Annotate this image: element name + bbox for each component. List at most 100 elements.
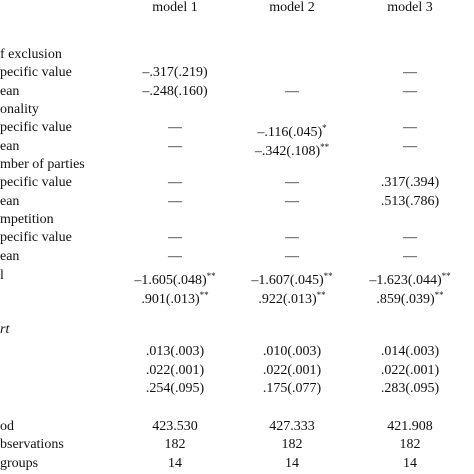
- cell: —: [168, 193, 182, 211]
- cell: —: [403, 138, 417, 156]
- row-label: bservations: [0, 437, 64, 452]
- cell-value: –.248(.160): [142, 84, 208, 99]
- cell: 14: [403, 455, 417, 473]
- significance: **: [441, 271, 451, 281]
- cell: 427.333: [269, 418, 315, 436]
- row-label: ean: [0, 84, 20, 99]
- row-label: groups: [0, 456, 39, 471]
- cell: 14: [285, 455, 299, 473]
- cell-value: .859(.039): [376, 292, 435, 307]
- cell-value: –1.605(.048): [134, 273, 207, 288]
- cell: .254(.095): [146, 380, 204, 398]
- cell-value: –.116(.045): [257, 125, 323, 140]
- cell-value: —: [168, 120, 182, 135]
- cell-value: —: [403, 230, 417, 245]
- row-label: pecific value: [0, 230, 72, 245]
- cell-value: .013(.003): [145, 344, 205, 359]
- cell: 182: [400, 436, 421, 454]
- significance: **: [434, 290, 444, 300]
- cell: —: [403, 229, 417, 247]
- row-label: ean: [0, 139, 20, 154]
- cell-value: 14: [403, 456, 417, 471]
- cell-value: —: [285, 249, 299, 264]
- row-label: mpetition: [0, 212, 54, 227]
- cell: .859(.039)**: [376, 286, 443, 309]
- cell-value: —: [168, 194, 182, 209]
- cell: 182: [282, 436, 303, 454]
- cell: .010(.003): [263, 343, 321, 361]
- significance: **: [320, 142, 330, 152]
- row-label: rt: [0, 322, 10, 337]
- significance: **: [199, 290, 209, 300]
- row-label: od: [0, 419, 14, 434]
- cell-value: .014(.003): [380, 344, 440, 359]
- cell: —: [403, 248, 417, 266]
- cell-value: .901(.013): [141, 292, 200, 307]
- cell: 182: [165, 436, 186, 454]
- significance: **: [323, 271, 333, 281]
- cell: .922(.013)**: [258, 286, 325, 309]
- cell-value: –1.607(.045): [251, 273, 324, 288]
- cell-value: —: [403, 65, 417, 80]
- cell: —: [285, 193, 299, 211]
- cell-value: .175(.077): [262, 381, 322, 396]
- cell-value: —: [285, 175, 299, 190]
- cell: .022(.001): [263, 362, 321, 380]
- cell: .022(.001): [381, 362, 439, 380]
- cell-value: –1.623(.044): [369, 273, 442, 288]
- cell: —: [403, 119, 417, 137]
- cell: .014(.003): [381, 343, 439, 361]
- cell-value: —: [403, 84, 417, 99]
- row-label: ean: [0, 249, 20, 264]
- cell-value: —: [168, 230, 182, 245]
- row-label: pecific value: [0, 175, 72, 190]
- cell: —: [285, 83, 299, 101]
- cell-value: —: [285, 194, 299, 209]
- cell: —: [168, 138, 182, 156]
- row-label: ean: [0, 194, 20, 209]
- cell: —: [285, 229, 299, 247]
- cell-value: .317(.394): [380, 175, 440, 190]
- cell-value: —: [285, 230, 299, 245]
- cell-value: .513(.786): [380, 194, 440, 209]
- cell-value: –.317(.219): [142, 65, 208, 80]
- cell: –1.623(.044)**: [369, 267, 450, 290]
- cell-value: .283(.095): [380, 381, 440, 396]
- cell: .283(.095): [381, 380, 439, 398]
- cell-value: 423.530: [152, 419, 198, 434]
- cell-value: 421.908: [387, 419, 433, 434]
- cell: –.342(.108)**: [255, 138, 329, 161]
- cell: —: [403, 64, 417, 82]
- cell-value: 14: [285, 456, 299, 471]
- cell: .013(.003): [146, 343, 204, 361]
- cell-value: .254(.095): [145, 381, 205, 396]
- cell: .317(.394): [381, 174, 439, 192]
- cell: –.116(.045)*: [257, 119, 326, 142]
- cell-value: .010(.003): [262, 344, 322, 359]
- cell-value: —: [403, 249, 417, 264]
- cell-value: —: [168, 249, 182, 264]
- cell: 423.530: [152, 418, 198, 436]
- cell-value: .022(.001): [380, 363, 440, 378]
- cell: —: [168, 119, 182, 137]
- column-header: model 2: [269, 0, 315, 15]
- cell: —: [168, 229, 182, 247]
- cell: .513(.786): [381, 193, 439, 211]
- cell: .022(.001): [146, 362, 204, 380]
- cell-value: 182: [164, 437, 186, 452]
- cell-value: 14: [168, 456, 182, 471]
- cell: –.248(.160): [142, 83, 207, 101]
- significance: *: [322, 123, 327, 133]
- cell-value: —: [403, 120, 417, 135]
- cell-value: .922(.013): [258, 292, 317, 307]
- row-label: l: [0, 268, 4, 283]
- cell: —: [168, 248, 182, 266]
- row-label: pecific value: [0, 65, 72, 80]
- row-label: mber of parties: [0, 157, 85, 172]
- cell: —: [403, 83, 417, 101]
- cell-value: 182: [399, 437, 421, 452]
- cell-value: —: [403, 139, 417, 154]
- cell-value: .022(.001): [262, 363, 322, 378]
- significance: **: [206, 271, 216, 281]
- cell: —: [285, 174, 299, 192]
